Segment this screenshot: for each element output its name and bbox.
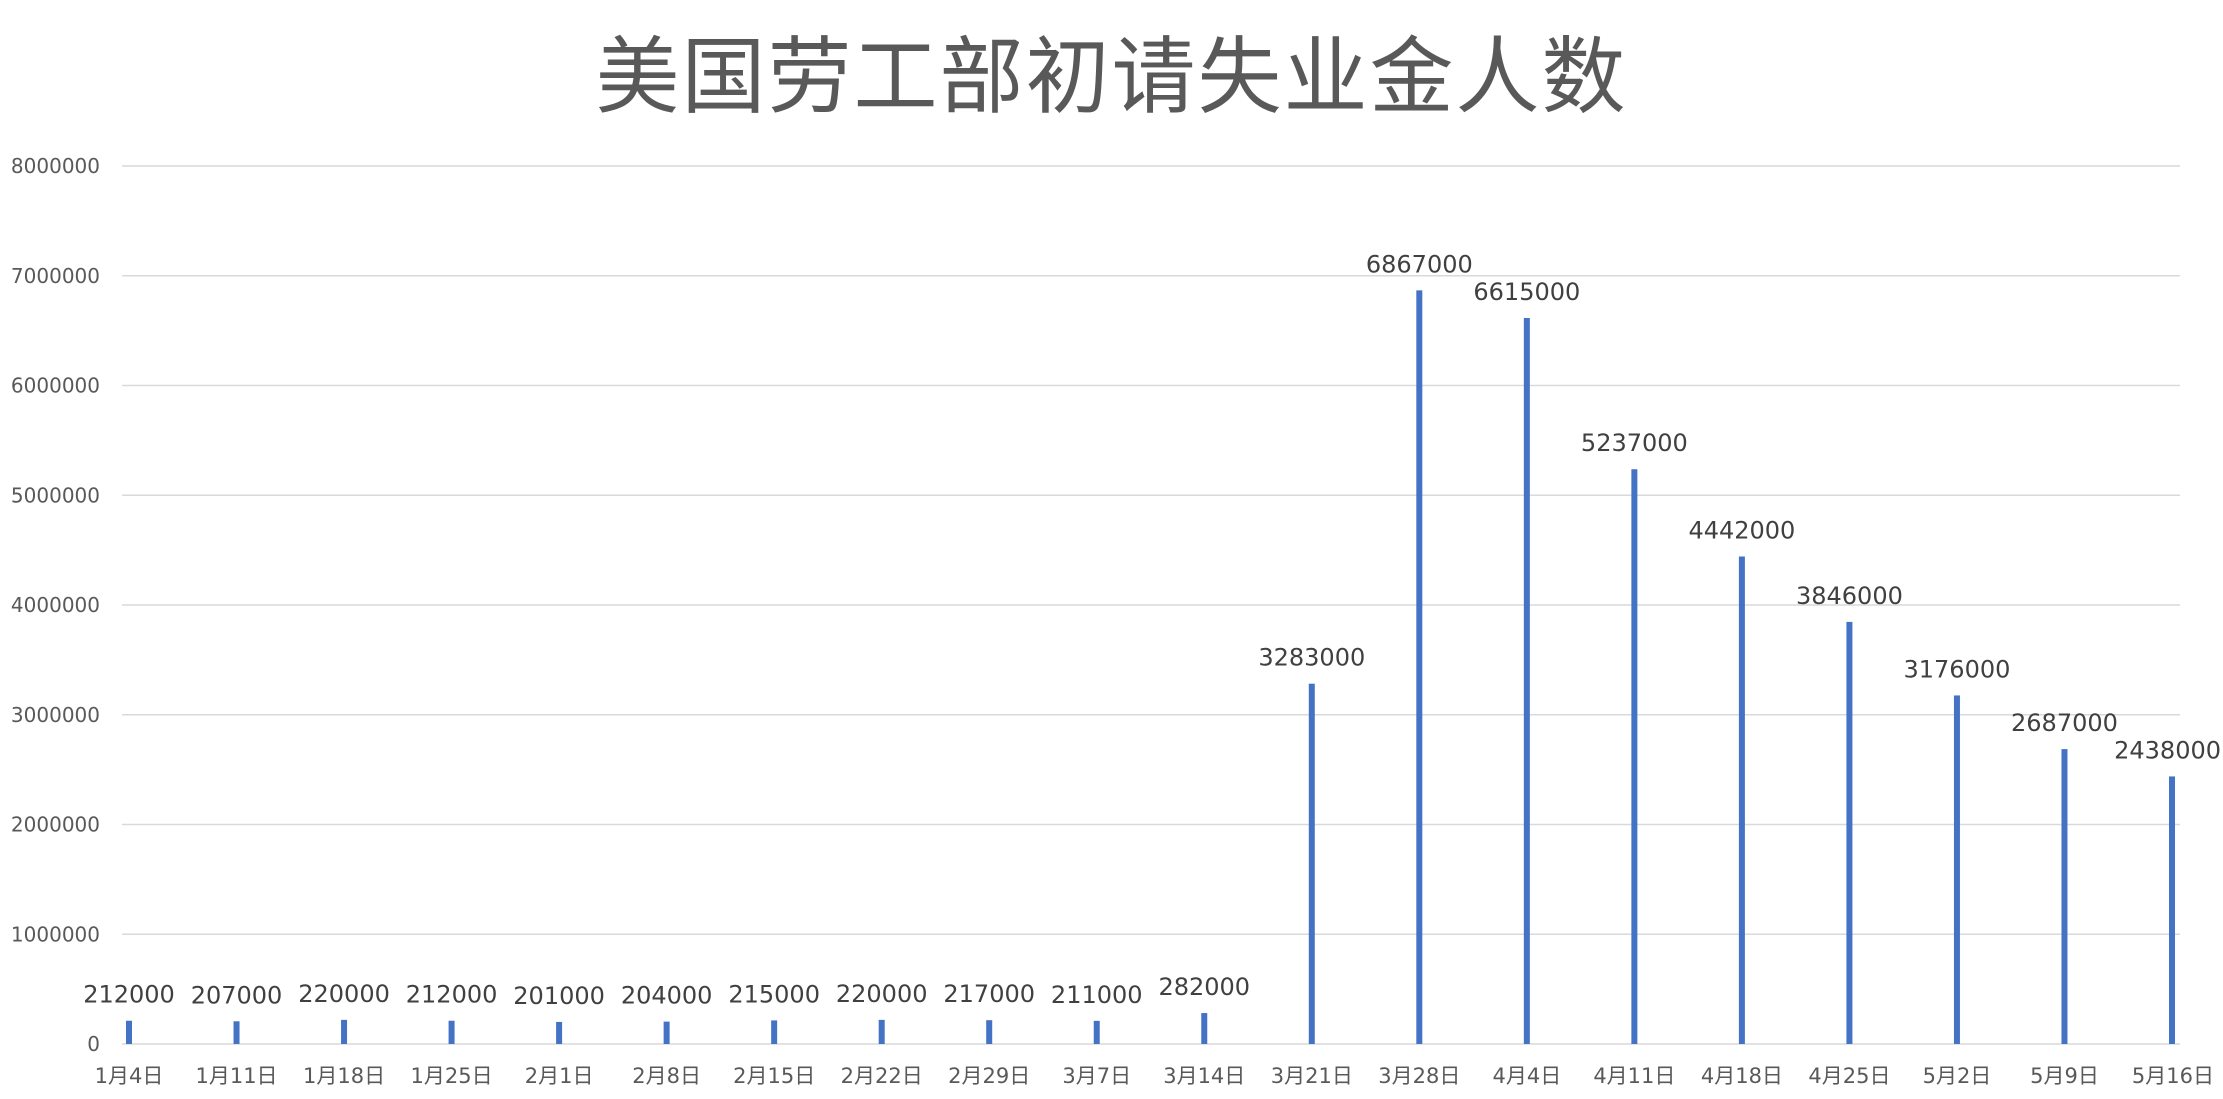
- bar: [1953, 695, 1960, 1044]
- bar: [233, 1021, 240, 1044]
- bar: [1523, 318, 1530, 1044]
- x-tick-label: 5月9日: [2030, 1064, 2099, 1088]
- x-tick-label: 4月11日: [1593, 1064, 1675, 1088]
- x-tick-label: 1月11日: [195, 1064, 277, 1088]
- x-tick-label: 2月1日: [525, 1064, 594, 1088]
- data-label: 215000: [728, 980, 820, 1008]
- bars: [126, 290, 2175, 1044]
- bar: [448, 1020, 455, 1044]
- bar: [341, 1019, 348, 1044]
- x-tick-label: 1月18日: [303, 1064, 385, 1088]
- x-tick-label: 5月2日: [1923, 1064, 1992, 1088]
- bar: [1416, 290, 1423, 1044]
- x-tick-label: 2月15日: [733, 1064, 815, 1088]
- bar: [878, 1019, 885, 1044]
- x-tick-label: 3月14日: [1163, 1064, 1245, 1088]
- bar: [2061, 749, 2068, 1044]
- x-tick-label: 4月4日: [1492, 1064, 1561, 1088]
- data-label: 217000: [943, 980, 1035, 1008]
- bar: [1093, 1020, 1100, 1044]
- data-label: 207000: [191, 981, 283, 1009]
- bar: [1308, 683, 1315, 1044]
- y-tick-label: 0: [87, 1032, 100, 1056]
- data-label: 204000: [621, 982, 713, 1010]
- data-label: 212000: [83, 981, 175, 1009]
- bar: [771, 1020, 778, 1044]
- x-tick-label: 2月29日: [948, 1064, 1030, 1088]
- data-label: 211000: [1051, 981, 1143, 1009]
- data-label: 6867000: [1366, 250, 1473, 278]
- y-tick-label: 7000000: [11, 264, 100, 288]
- data-label: 2438000: [2114, 736, 2221, 764]
- bar: [986, 1020, 993, 1044]
- bar: [126, 1020, 132, 1044]
- x-tick-label: 1月25日: [411, 1064, 493, 1088]
- y-tick-label: 6000000: [11, 374, 100, 398]
- y-tick-label: 5000000: [11, 483, 100, 507]
- bar: [2169, 776, 2175, 1044]
- x-tick-label: 4月25日: [1808, 1064, 1890, 1088]
- y-tick-label: 3000000: [11, 703, 100, 727]
- data-label: 212000: [406, 981, 498, 1009]
- data-label: 282000: [1158, 973, 1250, 1001]
- gridlines: [122, 165, 2180, 1045]
- bar: [1846, 621, 1853, 1044]
- bar: [1738, 556, 1745, 1044]
- x-tick-label: 1月4日: [95, 1064, 164, 1088]
- y-axis-ticks: 0 1000000 2000000 3000000 4000000 5000000 6000…: [11, 154, 100, 1056]
- y-tick-label: 2000000: [11, 813, 100, 837]
- x-tick-label: 3月21日: [1271, 1064, 1353, 1088]
- bar: [1201, 1013, 1208, 1044]
- bar: [1631, 469, 1638, 1044]
- data-label: 201000: [513, 982, 605, 1010]
- bar: [663, 1021, 670, 1044]
- x-tick-label: 5月16日: [2132, 1064, 2214, 1088]
- data-label: 5237000: [1581, 429, 1688, 457]
- x-tick-label: 3月7日: [1062, 1064, 1131, 1088]
- x-tick-label: 2月22日: [841, 1064, 923, 1088]
- y-tick-label: 4000000: [11, 593, 100, 617]
- data-label: 4442000: [1688, 516, 1795, 544]
- data-label: 6615000: [1473, 278, 1580, 306]
- bar: [556, 1021, 563, 1044]
- y-tick-label: 8000000: [11, 154, 100, 178]
- x-axis-ticks: 1月4日 1月11日 1月18日 1月25日 2月1日 2月8日 2月15日 2月22日 2月2…: [95, 1064, 2214, 1088]
- data-labels: 212000 207000 220000 212000 201000 204000 2150…: [83, 250, 2221, 1010]
- data-label: 220000: [836, 980, 928, 1008]
- x-tick-label: 4月18日: [1701, 1064, 1783, 1088]
- x-tick-label: 3月28日: [1378, 1064, 1460, 1088]
- data-label: 220000: [298, 980, 390, 1008]
- data-label: 3846000: [1796, 582, 1903, 610]
- x-tick-label: 2月8日: [632, 1064, 701, 1088]
- chart-title: 美国劳工部初请失业金人数: [595, 28, 1628, 126]
- y-tick-label: 1000000: [11, 922, 100, 946]
- data-label: 3283000: [1258, 644, 1365, 672]
- data-label: 3176000: [1904, 655, 2011, 683]
- data-label: 2687000: [2011, 709, 2118, 737]
